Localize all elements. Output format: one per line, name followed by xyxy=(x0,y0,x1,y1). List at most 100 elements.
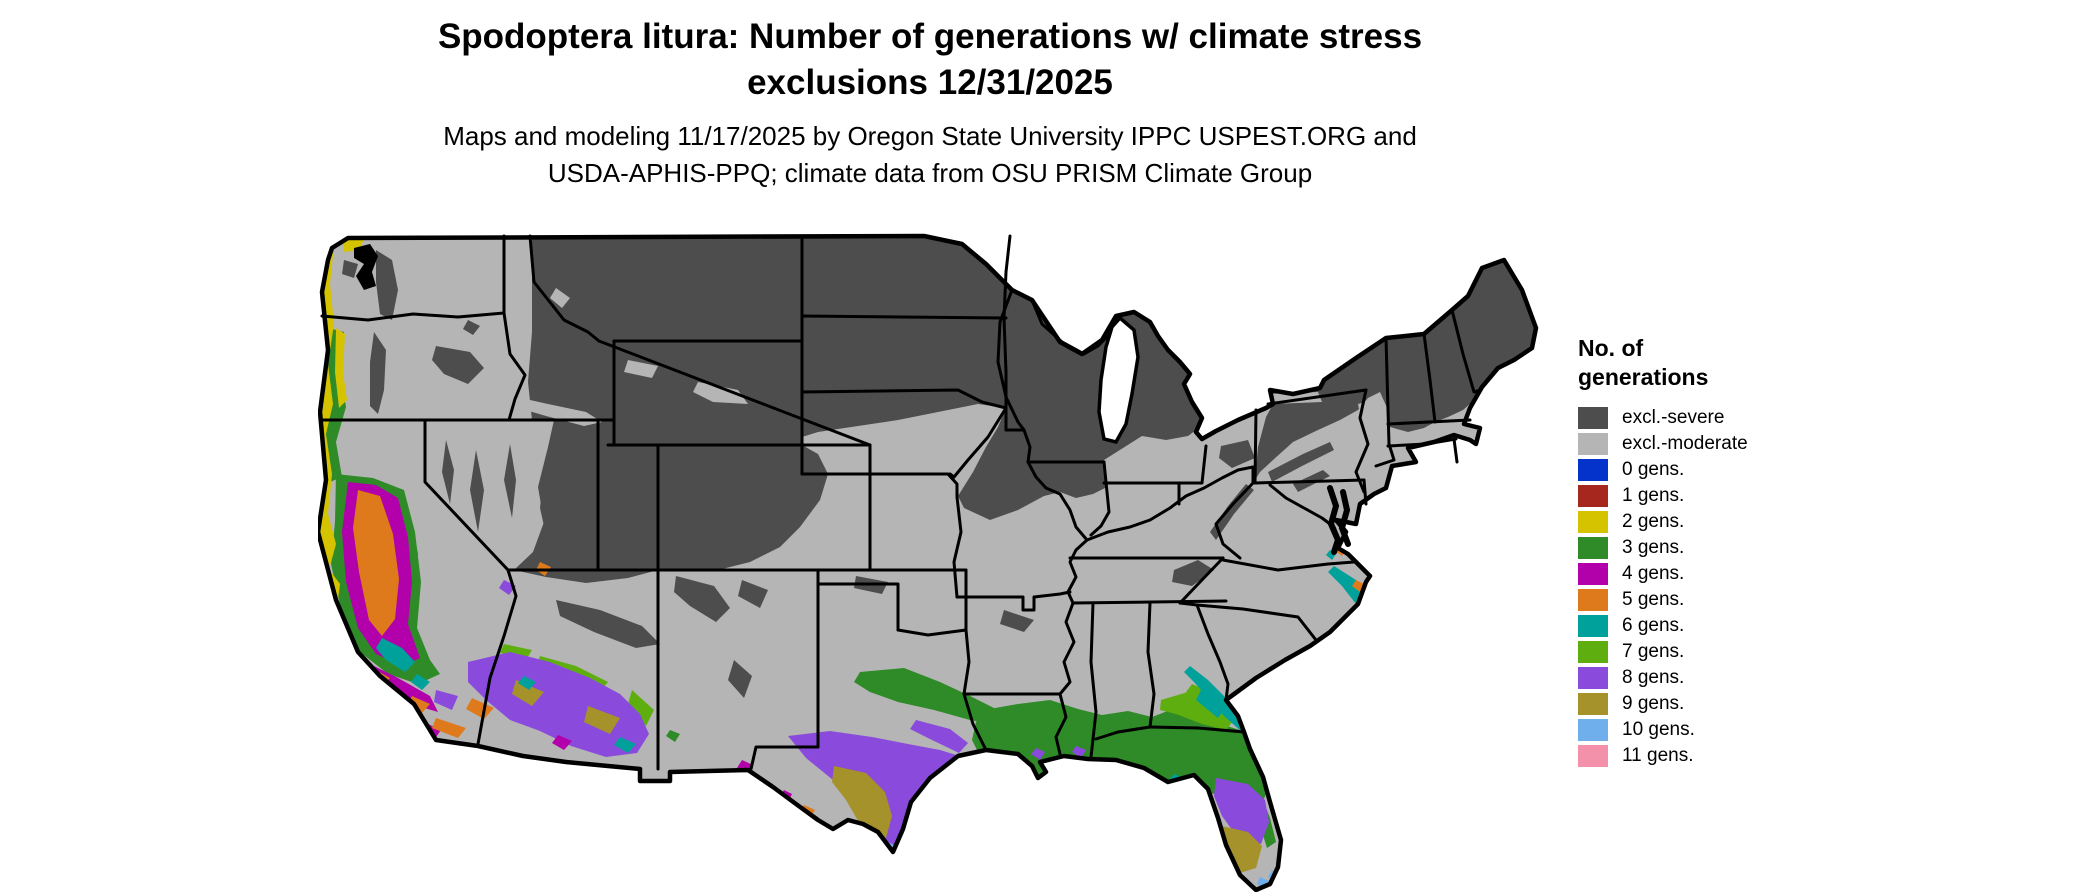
subtitle-line-2: USDA-APHIS-PPQ; climate data from OSU PR… xyxy=(547,158,1313,188)
puget-sound xyxy=(354,244,378,290)
region-gens9 xyxy=(584,706,620,734)
region-excl-severe xyxy=(728,660,752,698)
region-excl-moderate xyxy=(624,360,658,378)
lake-michigan xyxy=(1097,315,1140,445)
region-excl-severe xyxy=(674,576,730,622)
region-gens6 xyxy=(411,674,430,690)
region-excl-severe xyxy=(514,236,1202,583)
legend-item-gens4: 4 gens. xyxy=(1578,561,1818,587)
legend-item-gens5: 5 gens. xyxy=(1578,587,1818,613)
region-excl-moderate xyxy=(1358,398,1388,427)
region-gens8 xyxy=(1031,748,1045,760)
legend-item-gens7: 7 gens. xyxy=(1578,639,1818,665)
us-outline xyxy=(318,233,1539,892)
legend-title-line-1: No. of xyxy=(1578,335,1644,361)
map-title: Spodoptera litura: Number of generations… xyxy=(270,14,1590,106)
legend-swatch-gens7 xyxy=(1578,641,1608,663)
region-gens3 xyxy=(666,730,680,742)
legend-label: 2 gens. xyxy=(1622,511,1685,532)
legend-item-excl-severe: excl.-severe xyxy=(1578,405,1818,431)
legend-swatch-gens10 xyxy=(1578,719,1608,741)
region-gens5 xyxy=(353,490,399,636)
map-regions xyxy=(318,236,1536,890)
legend-swatch-gens0 xyxy=(1578,459,1608,481)
region-gens6 xyxy=(614,737,636,753)
region-gens5 xyxy=(466,698,494,719)
legend-label: 9 gens. xyxy=(1622,693,1685,714)
legend-label: 6 gens. xyxy=(1622,615,1685,636)
region-gens5 xyxy=(408,696,430,713)
region-gens4 xyxy=(552,735,572,750)
region-gens5 xyxy=(432,718,466,738)
region-excl-severe xyxy=(376,250,398,320)
legend-label: 5 gens. xyxy=(1622,589,1685,610)
chesapeake-bay xyxy=(1327,485,1342,555)
legend-label: 11 gens. xyxy=(1622,745,1694,766)
region-excl-severe xyxy=(1172,560,1214,586)
region-excl-severe xyxy=(342,260,358,278)
region-gens6 xyxy=(1196,688,1228,718)
title-line-1: Spodoptera litura: Number of generations… xyxy=(437,17,1423,56)
region-gens9 xyxy=(512,680,544,706)
region-gens2 xyxy=(335,328,347,408)
legend-label: excl.-severe xyxy=(1622,407,1725,428)
legend-label: 10 gens. xyxy=(1622,719,1695,740)
region-gens5 xyxy=(1352,580,1364,592)
legend-item-excl-moderate: excl.-moderate xyxy=(1578,431,1818,457)
us-generations-map xyxy=(318,233,1539,892)
region-excl-severe xyxy=(370,332,386,414)
legend-swatch-gens9 xyxy=(1578,693,1608,715)
title-line-2: exclusions 12/31/2025 xyxy=(747,63,1113,102)
legend-label: excl.-moderate xyxy=(1622,433,1748,454)
legend-item-gens8: 8 gens. xyxy=(1578,665,1818,691)
region-gens8 xyxy=(434,690,458,710)
legend-label: 3 gens. xyxy=(1622,537,1685,558)
region-excl-severe xyxy=(1255,260,1536,480)
legend-swatch-excl-severe xyxy=(1578,407,1608,429)
legend-swatch-gens6 xyxy=(1578,615,1608,637)
legend-label: 1 gens. xyxy=(1622,485,1685,506)
legend-swatch-gens1 xyxy=(1578,485,1608,507)
legend-label: 0 gens. xyxy=(1622,459,1685,480)
region-excl-severe xyxy=(1000,610,1034,632)
legend-label: 8 gens. xyxy=(1622,667,1685,688)
region-excl-severe xyxy=(463,320,480,335)
region-gens9 xyxy=(832,766,892,846)
legend-item-gens11: 11 gens. xyxy=(1578,743,1818,769)
legend-swatch-gens2 xyxy=(1578,511,1608,533)
region-gens6 xyxy=(518,676,536,690)
legend-item-gens2: 2 gens. xyxy=(1578,509,1818,535)
legend-swatch-gens4 xyxy=(1578,563,1608,585)
subtitle-line-1: Maps and modeling 11/17/2025 by Oregon S… xyxy=(443,121,1417,151)
region-gens3 xyxy=(854,668,1012,726)
legend-swatch-gens5 xyxy=(1578,589,1608,611)
region-gens6 xyxy=(1328,566,1365,604)
region-excl-severe xyxy=(470,450,484,532)
legend-item-gens9: 9 gens. xyxy=(1578,691,1818,717)
region-gens7 xyxy=(628,690,654,726)
legend-swatch-gens3 xyxy=(1578,537,1608,559)
region-gens2 xyxy=(318,242,336,566)
region-excl-severe xyxy=(1210,484,1254,540)
map-subtitle: Maps and modeling 11/17/2025 by Oregon S… xyxy=(270,118,1590,192)
legend-label: 4 gens. xyxy=(1622,563,1685,584)
legend-title-line-2: generations xyxy=(1578,364,1709,390)
region-gens8 xyxy=(1214,778,1269,844)
region-excl-severe xyxy=(432,346,484,384)
legend: No. of generations excl.-severe excl.-mod… xyxy=(1578,334,1818,769)
chesapeake-bay xyxy=(1338,489,1351,547)
region-excl-severe xyxy=(738,580,768,608)
legend-item-gens6: 6 gens. xyxy=(1578,613,1818,639)
region-excl-severe xyxy=(556,600,660,648)
legend-swatch-excl-moderate xyxy=(1578,433,1608,455)
region-gens7 xyxy=(1160,692,1234,730)
legend-items: excl.-severe excl.-moderate 0 gens. 1 gens.… xyxy=(1578,405,1818,769)
region-gens8 xyxy=(499,580,516,595)
legend-title: No. of generations xyxy=(1578,334,1818,392)
legend-label: 7 gens. xyxy=(1622,641,1685,662)
region-excl-moderate xyxy=(693,382,748,404)
region-excl-severe xyxy=(1268,442,1334,482)
region-excl-severe xyxy=(442,440,454,504)
legend-item-gens0: 0 gens. xyxy=(1578,457,1818,483)
